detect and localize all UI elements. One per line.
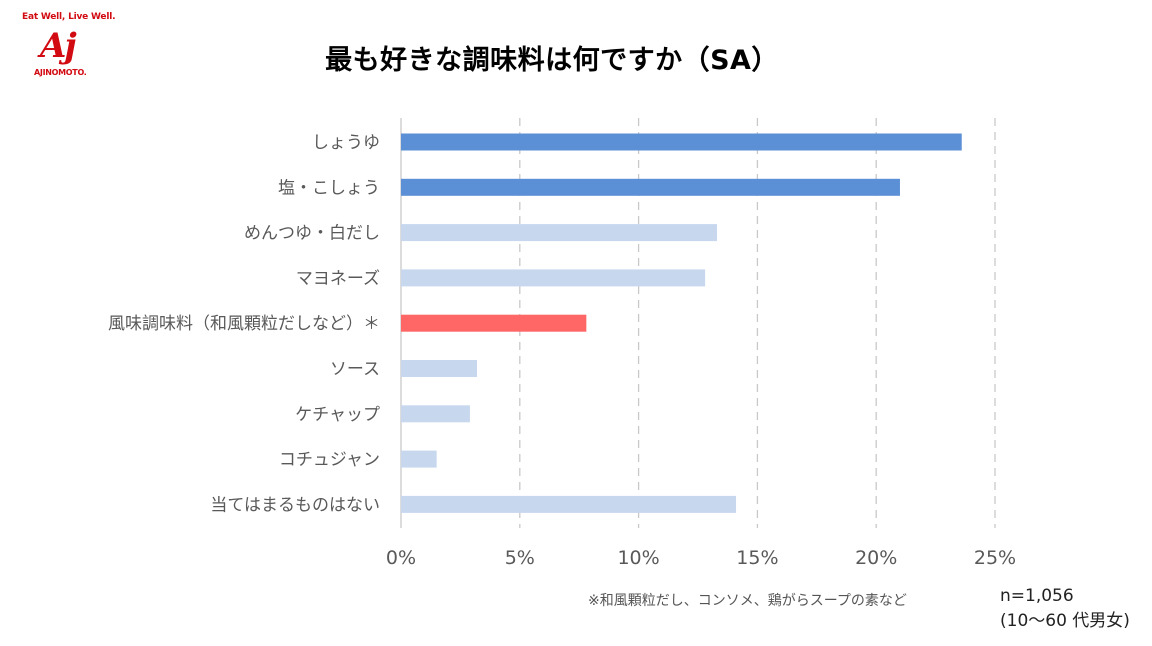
bar [401, 495, 737, 513]
x-tick-label: 20% [855, 547, 897, 569]
category-label: 風味調味料（和風顆粒だしなど）＊ [108, 314, 380, 334]
category-label: ソース [330, 360, 380, 380]
logo-mark: Aj [40, 26, 77, 66]
category-label: 塩・こしょう [278, 178, 380, 198]
category-label: ケチャップ [295, 405, 380, 425]
x-tick-label: 0% [386, 547, 416, 569]
bar [401, 405, 470, 423]
x-tick-label: 5% [505, 547, 535, 569]
sample-size: n=1,056 [1000, 586, 1074, 606]
bar [401, 450, 437, 468]
ajinomoto-logo: Eat Well, Live Well. Aj AJINOMOTO. [22, 12, 122, 82]
logo-brand: AJINOMOTO. [34, 68, 87, 77]
sample-group: (10～60 代男女) [1000, 611, 1130, 631]
category-label: 当てはまるものはない [210, 495, 380, 515]
category-label: しょうゆ [312, 133, 380, 153]
bar [401, 269, 706, 287]
category-label: めんつゆ・白だし [244, 224, 380, 244]
logo-tagline: Eat Well, Live Well. [22, 12, 116, 22]
category-label: コチュジャン [279, 450, 380, 470]
footnote: ※和風顆粒だし、コンソメ、鶏がらスープの素など [588, 593, 907, 609]
bar [401, 133, 962, 151]
x-tick-label: 25% [974, 547, 1016, 569]
category-label: マヨネーズ [296, 269, 380, 289]
x-tick-label: 15% [736, 547, 778, 569]
chart-title: 最も好きな調味料は何ですか（SA） [325, 45, 779, 76]
bar [401, 224, 718, 242]
bar [401, 178, 900, 196]
bar [401, 360, 478, 377]
sample-info: n=1,056 (10～60 代男女) [1000, 584, 1130, 634]
bar [401, 314, 587, 332]
x-tick-label: 10% [617, 547, 659, 569]
